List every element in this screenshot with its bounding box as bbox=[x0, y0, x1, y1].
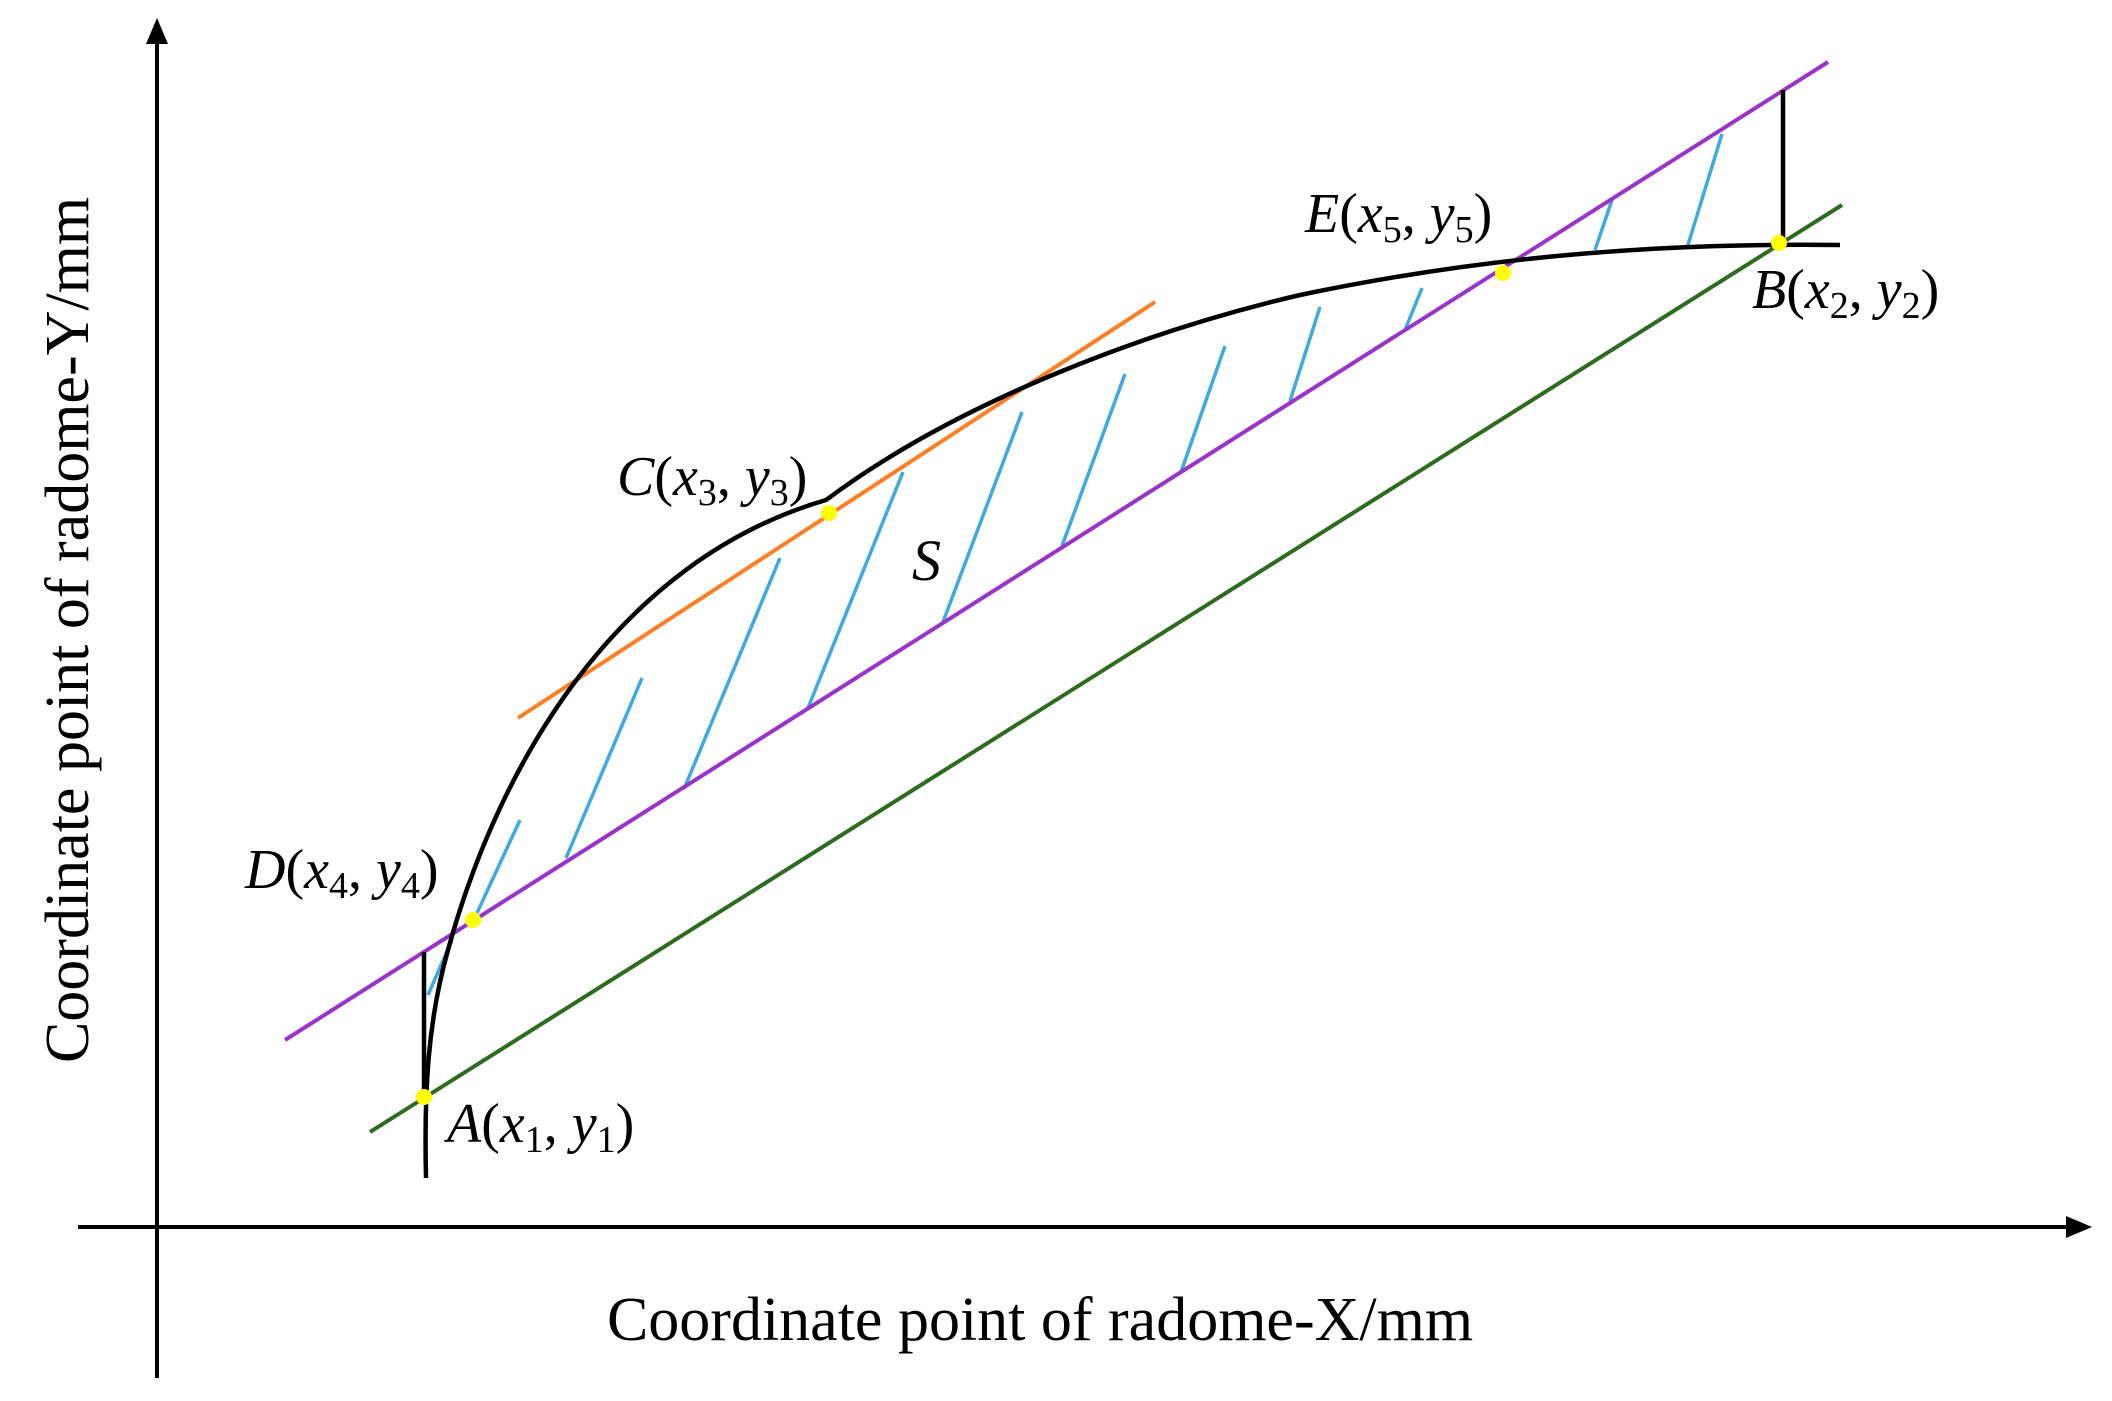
point-e-label: E(x5, y5) bbox=[1304, 183, 1492, 251]
point-c-marker bbox=[821, 505, 837, 521]
y-axis bbox=[146, 18, 168, 1378]
secant-line-de bbox=[283, 60, 1830, 1042]
point-d-label: D(x4, y4) bbox=[244, 839, 438, 907]
area-s-label: S bbox=[912, 528, 941, 593]
point-a-label: A(x1, y1) bbox=[443, 1093, 634, 1161]
x-axis bbox=[78, 1216, 2092, 1238]
point-b-label: B(x2, y2) bbox=[1752, 259, 1939, 327]
point-b-marker bbox=[1771, 235, 1787, 251]
point-c-label: C(x3, y3) bbox=[617, 446, 807, 514]
point-d-marker bbox=[465, 912, 481, 928]
point-e-marker bbox=[1495, 265, 1511, 281]
x-axis-title: Coordinate point of radome-X/mm bbox=[607, 1286, 1473, 1354]
radome-profile-curve bbox=[423, 242, 1841, 1179]
tangent-line-c bbox=[516, 300, 1157, 720]
chord-line-ab bbox=[368, 203, 1844, 1134]
hatch-region-s bbox=[426, 133, 1724, 996]
y-axis-title: Coordinate point of radome-Y/mm bbox=[34, 197, 102, 1063]
point-a-marker bbox=[416, 1089, 432, 1105]
